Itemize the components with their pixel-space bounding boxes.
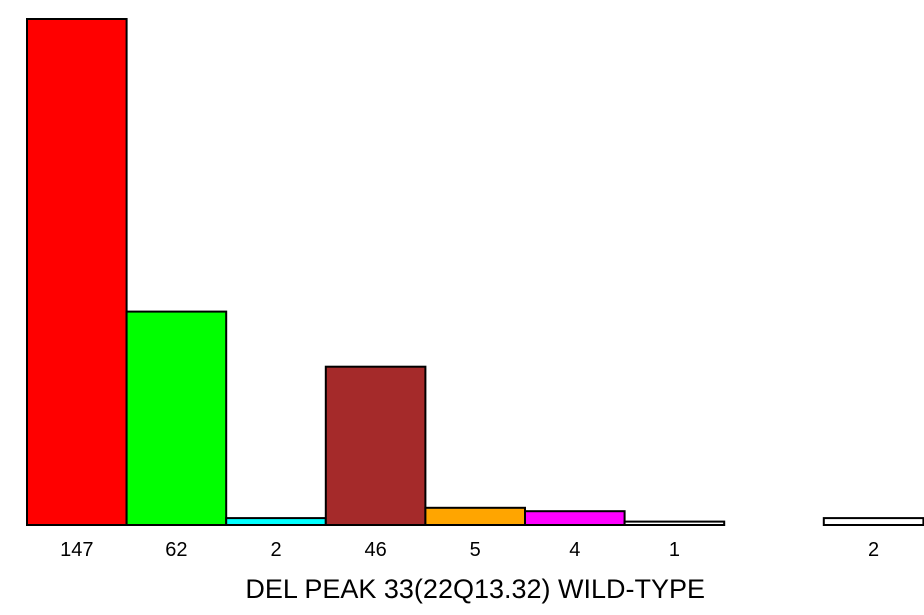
tick-label-8: 2 (868, 539, 879, 561)
bar-1 (125, 310, 228, 526)
tick-label-0: 147 (60, 539, 93, 561)
x-axis-title: DEL PEAK 33(22Q13.32) WILD-TYPE (245, 574, 705, 604)
bar-6 (623, 520, 726, 526)
tick-label-1: 62 (165, 539, 187, 561)
tick-label-6: 1 (669, 539, 680, 561)
tick-label-2: 2 (270, 539, 281, 561)
bar-8 (822, 517, 924, 526)
tick-label-4: 5 (470, 539, 481, 561)
bar-3 (324, 365, 427, 527)
bars-group (26, 18, 924, 527)
bar-5 (524, 510, 626, 527)
tick-label-3: 46 (364, 539, 386, 561)
bar-0 (26, 18, 128, 526)
tick-label-5: 4 (569, 539, 580, 561)
bar-2 (225, 517, 327, 526)
tick-labels-group: 147 62 2 46 5 4 1 2 (60, 539, 879, 561)
bar-4 (424, 506, 526, 526)
